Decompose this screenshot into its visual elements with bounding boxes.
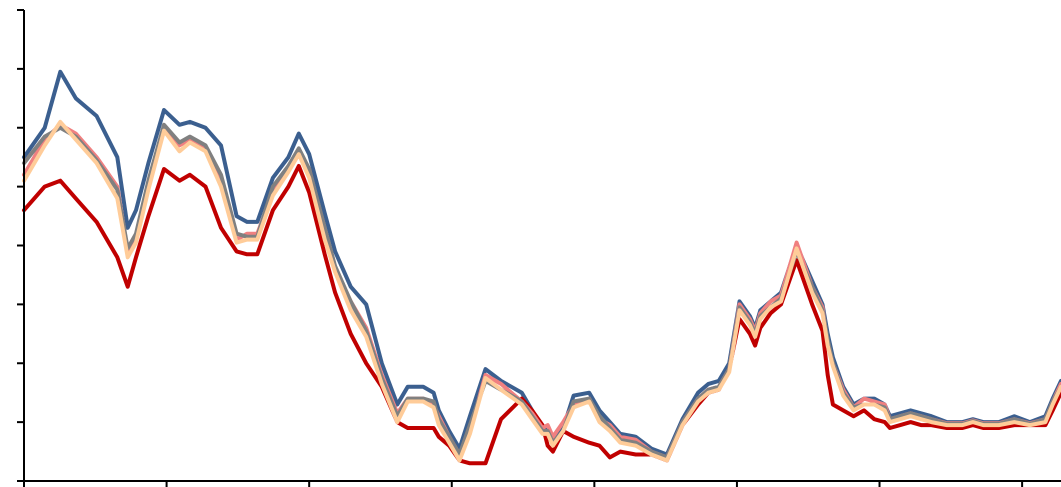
series-line-5: [22, 119, 1061, 463]
series-line-2: [22, 164, 1061, 466]
series-line-1: [22, 69, 1061, 457]
series-line-4: [22, 122, 1061, 460]
series-line-3: [22, 122, 1061, 460]
series-layer: [22, 69, 1061, 466]
